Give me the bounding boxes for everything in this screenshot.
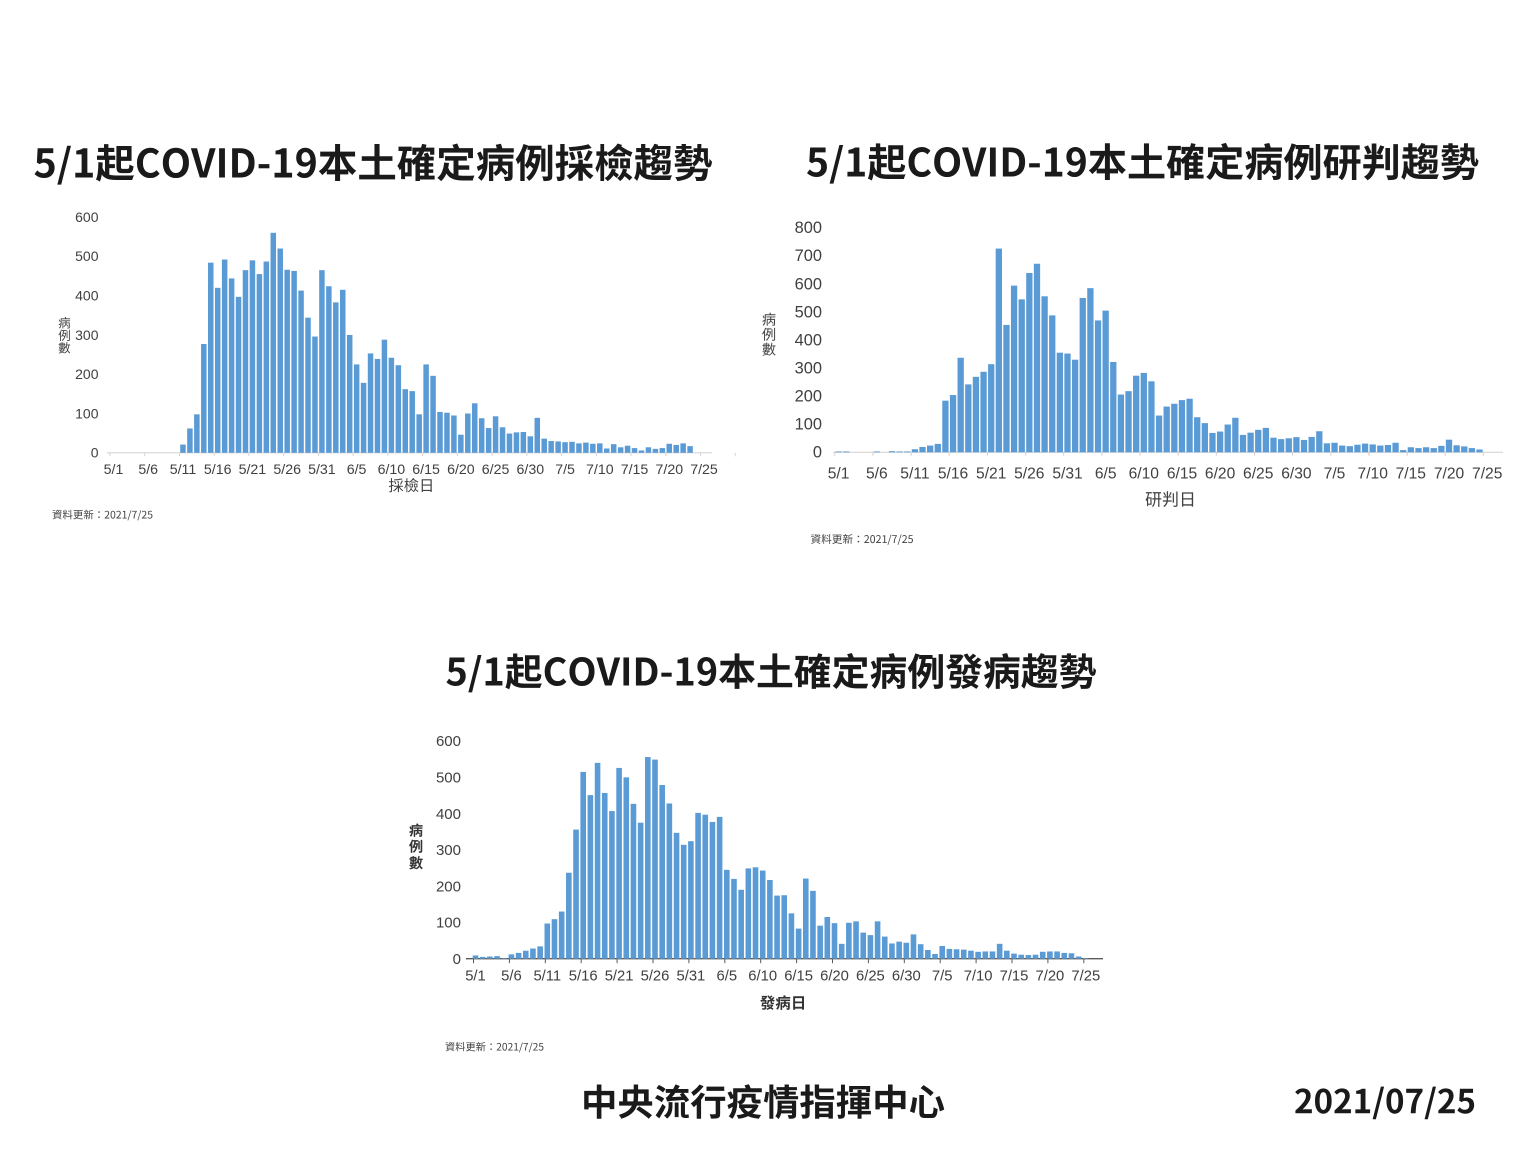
svg-text:600: 600 bbox=[795, 275, 822, 293]
svg-text:5/16: 5/16 bbox=[569, 969, 598, 985]
svg-text:7/10: 7/10 bbox=[1358, 466, 1389, 483]
svg-text:5/21: 5/21 bbox=[239, 462, 267, 478]
svg-text:5/6: 5/6 bbox=[866, 466, 888, 483]
svg-text:5/1: 5/1 bbox=[465, 969, 486, 985]
svg-text:6/10: 6/10 bbox=[1129, 466, 1160, 483]
svg-text:6/20: 6/20 bbox=[1205, 466, 1236, 483]
svg-text:6/5: 6/5 bbox=[717, 969, 738, 985]
svg-text:300: 300 bbox=[75, 327, 99, 343]
svg-text:600: 600 bbox=[436, 733, 461, 750]
svg-text:7/20: 7/20 bbox=[655, 462, 683, 478]
svg-text:7/20: 7/20 bbox=[1434, 466, 1465, 483]
svg-text:5/16: 5/16 bbox=[204, 462, 232, 478]
svg-text:700: 700 bbox=[795, 247, 822, 265]
svg-text:6/10: 6/10 bbox=[748, 969, 777, 985]
svg-text:5/16: 5/16 bbox=[938, 466, 968, 483]
svg-text:500: 500 bbox=[795, 303, 822, 321]
svg-text:6/25: 6/25 bbox=[856, 969, 885, 985]
svg-text:400: 400 bbox=[795, 331, 822, 349]
svg-text:6/25: 6/25 bbox=[482, 462, 510, 478]
svg-text:5/11: 5/11 bbox=[170, 462, 197, 478]
svg-text:100: 100 bbox=[436, 915, 461, 932]
svg-text:5/11: 5/11 bbox=[533, 969, 561, 985]
svg-text:7/20: 7/20 bbox=[1035, 969, 1064, 985]
svg-text:0: 0 bbox=[453, 951, 461, 968]
svg-text:6/30: 6/30 bbox=[516, 462, 544, 478]
svg-text:800: 800 bbox=[795, 219, 822, 237]
svg-text:500: 500 bbox=[75, 248, 99, 264]
svg-text:400: 400 bbox=[436, 806, 461, 823]
svg-text:7/25: 7/25 bbox=[1472, 466, 1503, 483]
svg-text:5/6: 5/6 bbox=[138, 462, 158, 478]
svg-text:6/20: 6/20 bbox=[820, 969, 849, 985]
svg-text:200: 200 bbox=[75, 366, 99, 382]
svg-text:7/5: 7/5 bbox=[932, 969, 953, 985]
svg-text:5/31: 5/31 bbox=[676, 969, 705, 985]
svg-text:5/26: 5/26 bbox=[273, 462, 301, 478]
svg-text:0: 0 bbox=[813, 444, 822, 462]
svg-text:5/1: 5/1 bbox=[828, 466, 850, 483]
svg-text:7/25: 7/25 bbox=[1071, 969, 1100, 985]
svg-text:7/15: 7/15 bbox=[1396, 466, 1427, 483]
svg-text:5/31: 5/31 bbox=[1052, 466, 1082, 483]
svg-text:6/15: 6/15 bbox=[784, 969, 813, 985]
svg-text:5/26: 5/26 bbox=[1014, 466, 1044, 483]
svg-text:7/25: 7/25 bbox=[690, 462, 718, 478]
svg-text:400: 400 bbox=[75, 288, 99, 304]
svg-text:6/15: 6/15 bbox=[1167, 466, 1198, 483]
svg-text:7/10: 7/10 bbox=[586, 462, 614, 478]
svg-text:6/30: 6/30 bbox=[1281, 466, 1312, 483]
svg-text:5/26: 5/26 bbox=[641, 969, 670, 985]
svg-text:200: 200 bbox=[795, 388, 822, 406]
svg-text:100: 100 bbox=[795, 416, 822, 434]
svg-text:500: 500 bbox=[436, 770, 461, 787]
svg-text:7/5: 7/5 bbox=[555, 462, 575, 478]
svg-text:6/25: 6/25 bbox=[1243, 466, 1274, 483]
svg-text:5/21: 5/21 bbox=[976, 466, 1006, 483]
svg-text:300: 300 bbox=[795, 360, 822, 378]
svg-text:7/15: 7/15 bbox=[621, 462, 649, 478]
svg-text:100: 100 bbox=[75, 405, 99, 421]
svg-text:7/10: 7/10 bbox=[964, 969, 993, 985]
svg-text:6/5: 6/5 bbox=[347, 462, 367, 478]
svg-text:300: 300 bbox=[436, 842, 461, 859]
svg-text:5/1: 5/1 bbox=[104, 462, 124, 478]
svg-text:5/6: 5/6 bbox=[501, 969, 522, 985]
svg-text:0: 0 bbox=[91, 445, 99, 461]
svg-text:5/21: 5/21 bbox=[605, 969, 634, 985]
svg-text:6/30: 6/30 bbox=[892, 969, 921, 985]
svg-text:600: 600 bbox=[75, 209, 99, 225]
svg-text:200: 200 bbox=[436, 878, 461, 895]
svg-text:5/11: 5/11 bbox=[900, 466, 929, 483]
svg-text:6/5: 6/5 bbox=[1095, 466, 1117, 483]
svg-text:6/15: 6/15 bbox=[412, 462, 440, 478]
svg-text:7/15: 7/15 bbox=[1000, 969, 1029, 985]
svg-text:6/10: 6/10 bbox=[378, 462, 406, 478]
svg-text:7/5: 7/5 bbox=[1324, 466, 1346, 483]
svg-text:5/31: 5/31 bbox=[308, 462, 336, 478]
svg-text:6/20: 6/20 bbox=[447, 462, 475, 478]
